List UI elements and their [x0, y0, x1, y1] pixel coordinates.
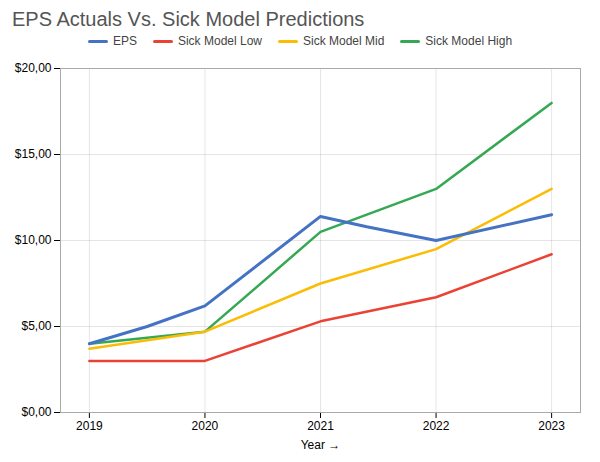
html-text:Sick Model Mid: Sick Model Mid: [303, 34, 385, 48]
svg-text:2023: 2023: [538, 419, 565, 433]
svg-text:2022: 2022: [423, 419, 450, 433]
html-text:Sick Model Low: Sick Model Low: [178, 34, 262, 48]
svg-text:$20,00: $20,00: [15, 61, 52, 75]
svg-text:2020: 2020: [192, 419, 219, 433]
svg-text:2021: 2021: [307, 419, 334, 433]
svg-text:$10,00: $10,00: [15, 233, 52, 247]
svg-text:$0,00: $0,00: [21, 405, 51, 419]
html-text:Sick Model High: Sick Model High: [425, 34, 513, 48]
svg-text:2019: 2019: [76, 419, 103, 433]
html-text:EPS: EPS: [112, 34, 137, 48]
html-text:EPS Actuals Vs. Sick Model Pre: EPS Actuals Vs. Sick Model Predictions: [12, 8, 365, 30]
svg-text:$5,00: $5,00: [21, 319, 51, 333]
svg-text:Year →: Year →: [301, 438, 341, 452]
svg-text:$15,00: $15,00: [15, 147, 52, 161]
